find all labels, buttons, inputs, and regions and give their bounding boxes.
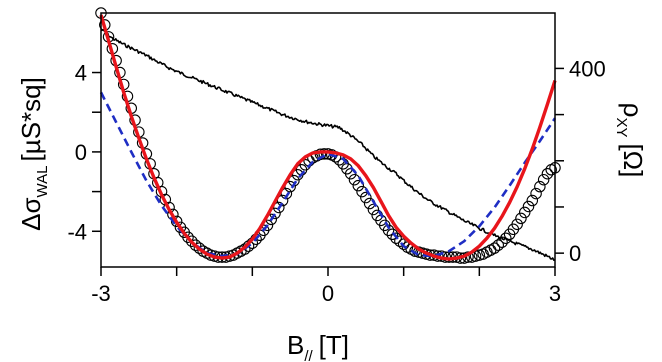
left-tick-label-0: -4	[67, 219, 87, 244]
measured-point-69	[356, 185, 368, 198]
measured-points	[95, 7, 561, 264]
x-tick-label-3: 0	[322, 281, 334, 306]
right-axis-label-unit: [Ω]	[618, 143, 648, 177]
measured-point-114	[526, 194, 539, 207]
left-axis-label: ΔσWAL [µS*sq]	[16, 77, 51, 231]
measured-point-117	[537, 173, 550, 186]
measured-point-70	[360, 191, 372, 204]
measured-point-107	[500, 232, 512, 244]
measured-point-79	[394, 235, 406, 247]
hall-curve	[100, 28, 556, 261]
measured-point-112	[518, 206, 531, 219]
measured-point-105	[492, 239, 504, 251]
measured-point-116	[534, 180, 546, 193]
right-tick-label-0: 0	[569, 241, 581, 266]
measured-point-118	[541, 167, 554, 180]
fit-curve	[99, 14, 557, 261]
x-axis-label: B// [T]	[287, 330, 349, 362]
right-axis-label-main: ρ	[618, 103, 648, 118]
measured-point-111	[515, 212, 527, 225]
right-tick-label-4: 400	[569, 56, 606, 81]
measured-point-25	[189, 239, 202, 251]
measured-point-67	[348, 173, 361, 186]
right-axis-label: ρXY [Ω]	[613, 103, 648, 178]
x-axis-label-sub: //	[304, 348, 313, 362]
x-tick-label-6: 3	[549, 281, 561, 306]
measured-point-113	[522, 200, 535, 213]
left-axis-label-main: Δσ	[16, 197, 46, 230]
model-curve	[99, 91, 557, 258]
x-axis-label-main: B	[287, 330, 304, 360]
measured-point-106	[496, 236, 508, 248]
measured-point-24	[186, 235, 198, 247]
measured-point-68	[352, 179, 365, 192]
measured-point-77	[386, 228, 399, 241]
measured-point-72	[367, 203, 380, 216]
left-tick-label-4: 4	[75, 61, 87, 86]
left-tick-label-2: 0	[75, 140, 87, 165]
left-axis-label-unit: [µS*sq]	[16, 77, 46, 161]
left-axis-label-sub: WAL	[34, 165, 51, 197]
right-axis-label-sub: XY	[613, 117, 630, 137]
measured-point-23	[182, 231, 194, 243]
measured-point-110	[511, 218, 523, 231]
plot-frame	[100, 12, 556, 268]
measured-point-78	[390, 232, 402, 244]
x-tick-label-0: -3	[91, 281, 111, 306]
data-series-layer	[95, 7, 561, 264]
measured-point-104	[488, 242, 501, 254]
measured-point-20	[170, 215, 183, 228]
measured-point-115	[530, 187, 542, 200]
x-axis-label-unit: [T]	[319, 330, 349, 360]
